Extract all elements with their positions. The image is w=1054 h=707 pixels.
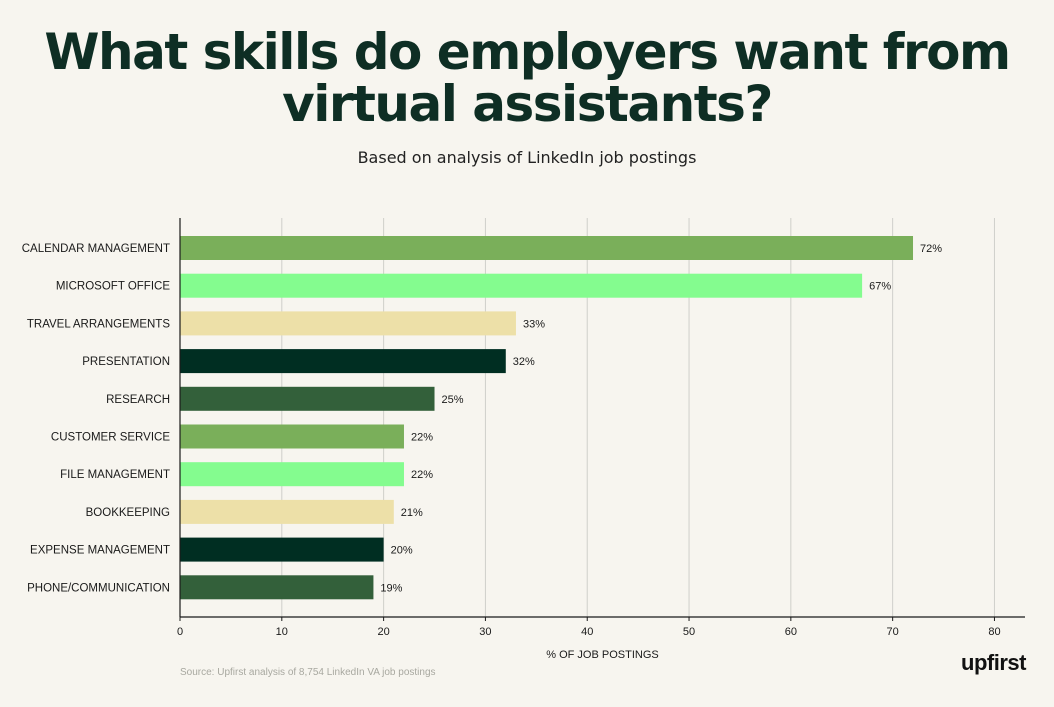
category-label-4: RESEARCH [106,394,170,406]
chart-title: What skills do employers want from virtu… [0,26,1054,130]
bar-6 [180,462,404,487]
bar-0 [180,236,914,260]
x-tick-label-60: 60 [785,626,797,638]
bar-8 [180,537,384,562]
category-label-8: EXPENSE MANAGEMENT [30,545,170,557]
x-tick-label-20: 20 [377,626,389,638]
data-label-1: 67% [869,281,891,293]
category-label-5: CUSTOMER SERVICE [51,432,170,444]
source-note: Source: Upfirst analysis of 8,754 Linked… [180,667,436,678]
x-tick-label-0: 0 [177,626,183,638]
category-label-1: MICROSOFT OFFICE [56,281,170,293]
brand-logo: upfirst [961,650,1026,675]
x-tick-label-50: 50 [683,626,695,638]
chart-title-text: What skills do employers want from virtu… [44,23,1011,133]
data-label-6: 22% [411,469,433,481]
bar-2 [180,311,516,336]
category-label-6: FILE MANAGEMENT [60,469,170,481]
data-label-7: 21% [401,507,423,519]
data-label-3: 32% [513,356,535,368]
x-axis-title: % OF JOB POSTINGS [546,649,658,661]
chart-subtitle: Based on analysis of LinkedIn job postin… [357,148,697,167]
x-tick-label-30: 30 [479,626,491,638]
bar-4 [180,386,435,411]
x-tick-label-40: 40 [581,626,593,638]
category-label-3: PRESENTATION [82,356,170,368]
data-label-8: 20% [391,545,413,557]
data-label-9: 19% [380,582,402,594]
bar-9 [180,575,374,600]
data-label-0: 72% [920,243,942,255]
category-label-7: BOOKKEEPING [86,507,170,519]
data-label-2: 33% [523,318,545,330]
bar-3 [180,349,506,374]
data-label-5: 22% [411,432,433,444]
bar-7 [180,499,394,524]
x-tick-label-10: 10 [276,626,288,638]
bar-5 [180,424,404,449]
data-label-4: 25% [442,394,464,406]
category-label-2: TRAVEL ARRANGEMENTS [27,318,170,330]
x-tick-label-80: 80 [988,626,1000,638]
bar-1 [180,273,863,298]
category-label-0: CALENDAR MANAGEMENT [22,243,170,255]
category-label-9: PHONE/COMMUNICATION [27,582,170,594]
x-tick-label-70: 70 [887,626,899,638]
